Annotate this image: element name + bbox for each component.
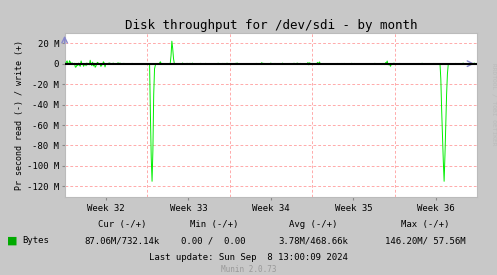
Text: RRDTOOL / TOBI OETIKER: RRDTOOL / TOBI OETIKER [491,63,496,146]
Text: Max (-/+): Max (-/+) [401,220,449,229]
Text: Min (-/+): Min (-/+) [189,220,238,229]
Text: Avg (-/+): Avg (-/+) [289,220,337,229]
Y-axis label: Pr second read (-) / write (+): Pr second read (-) / write (+) [15,40,24,190]
Text: Cur (-/+): Cur (-/+) [97,220,146,229]
Text: 0.00 /  0.00: 0.00 / 0.00 [181,236,246,245]
Text: 3.78M/468.66k: 3.78M/468.66k [278,236,348,245]
Text: 87.06M/732.14k: 87.06M/732.14k [84,236,160,245]
Title: Disk throughput for /dev/sdi - by month: Disk throughput for /dev/sdi - by month [125,19,417,32]
Text: ■: ■ [7,236,18,246]
Text: 146.20M/ 57.56M: 146.20M/ 57.56M [385,236,465,245]
Text: Bytes: Bytes [22,236,49,245]
Text: Munin 2.0.73: Munin 2.0.73 [221,265,276,274]
Text: Last update: Sun Sep  8 13:00:09 2024: Last update: Sun Sep 8 13:00:09 2024 [149,253,348,262]
